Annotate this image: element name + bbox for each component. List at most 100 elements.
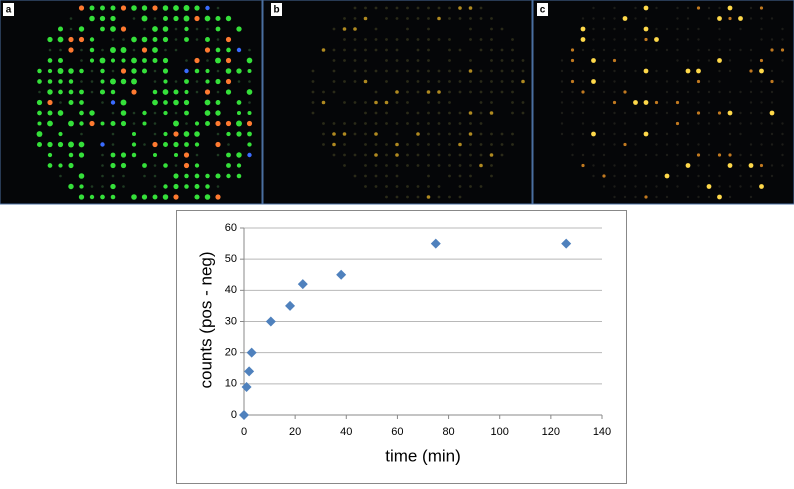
spot <box>728 185 732 188</box>
spot <box>225 89 232 95</box>
spot <box>580 26 586 32</box>
spot <box>623 122 627 125</box>
spot <box>68 36 74 43</box>
spot <box>225 68 232 74</box>
spot <box>406 59 409 62</box>
spot <box>343 59 346 62</box>
spot <box>152 99 158 106</box>
point <box>430 238 441 249</box>
spot <box>120 26 127 32</box>
spot <box>322 90 325 94</box>
spot <box>437 69 441 73</box>
spot <box>120 110 127 116</box>
spot <box>581 122 585 125</box>
spot <box>311 90 315 94</box>
spot <box>448 111 451 115</box>
spot <box>162 5 169 11</box>
spot <box>332 27 336 31</box>
spot <box>332 153 336 157</box>
spot <box>395 101 399 104</box>
spot <box>427 17 430 20</box>
spot <box>78 5 85 11</box>
spot <box>248 101 251 104</box>
spot <box>416 38 420 41</box>
spot <box>395 17 399 20</box>
spot <box>57 36 64 43</box>
spot <box>676 59 679 62</box>
spot <box>141 36 148 43</box>
spot <box>90 80 94 83</box>
spot <box>37 79 42 84</box>
spot <box>437 111 441 115</box>
spot <box>406 143 409 146</box>
spot <box>153 185 157 188</box>
spot <box>110 89 116 95</box>
spot <box>343 38 346 41</box>
spot <box>696 79 701 84</box>
spot <box>89 15 95 22</box>
spot <box>173 120 179 127</box>
spot <box>37 121 42 126</box>
spot <box>655 122 658 125</box>
spot <box>195 153 199 157</box>
spot <box>437 80 441 83</box>
spot <box>173 141 179 148</box>
spot <box>406 185 409 188</box>
spot <box>655 80 658 83</box>
spot <box>697 59 700 62</box>
spot <box>111 38 115 41</box>
spot <box>427 69 430 73</box>
spot <box>696 153 701 157</box>
spot <box>47 120 53 127</box>
label-box <box>537 3 548 16</box>
spot <box>613 111 616 115</box>
spot <box>322 122 325 125</box>
spot <box>623 80 627 83</box>
spot <box>353 80 357 83</box>
spot <box>110 194 116 200</box>
spot <box>676 132 679 136</box>
spot <box>469 143 472 146</box>
spot <box>205 37 210 42</box>
spot <box>592 122 595 125</box>
spot <box>80 48 83 52</box>
spot <box>634 38 637 41</box>
spot <box>760 174 763 178</box>
spot <box>153 17 157 20</box>
spot <box>353 48 357 52</box>
spot <box>613 185 616 188</box>
spot <box>675 121 680 126</box>
spot <box>437 132 441 136</box>
spot <box>47 79 53 84</box>
spot <box>194 142 200 147</box>
spot <box>427 48 430 52</box>
spot <box>634 132 637 136</box>
spot <box>500 153 504 157</box>
spot <box>89 194 95 200</box>
spot <box>717 58 722 63</box>
spot <box>675 100 680 105</box>
spot <box>665 48 669 52</box>
spot <box>644 195 648 199</box>
spot <box>613 195 616 199</box>
spot <box>395 122 399 125</box>
spot <box>395 195 399 199</box>
spot <box>728 143 732 146</box>
spot <box>469 17 472 20</box>
spot <box>353 153 357 157</box>
spot <box>469 27 472 31</box>
point <box>246 347 257 358</box>
spot <box>184 68 189 74</box>
spot <box>416 59 420 62</box>
spot <box>416 90 420 94</box>
spot <box>427 143 430 146</box>
spot <box>479 101 483 104</box>
spot <box>215 194 221 200</box>
spot <box>153 69 157 73</box>
spot <box>592 6 595 10</box>
x-tick-label: 140 <box>593 426 611 438</box>
spot <box>185 59 188 62</box>
spot <box>385 80 388 83</box>
